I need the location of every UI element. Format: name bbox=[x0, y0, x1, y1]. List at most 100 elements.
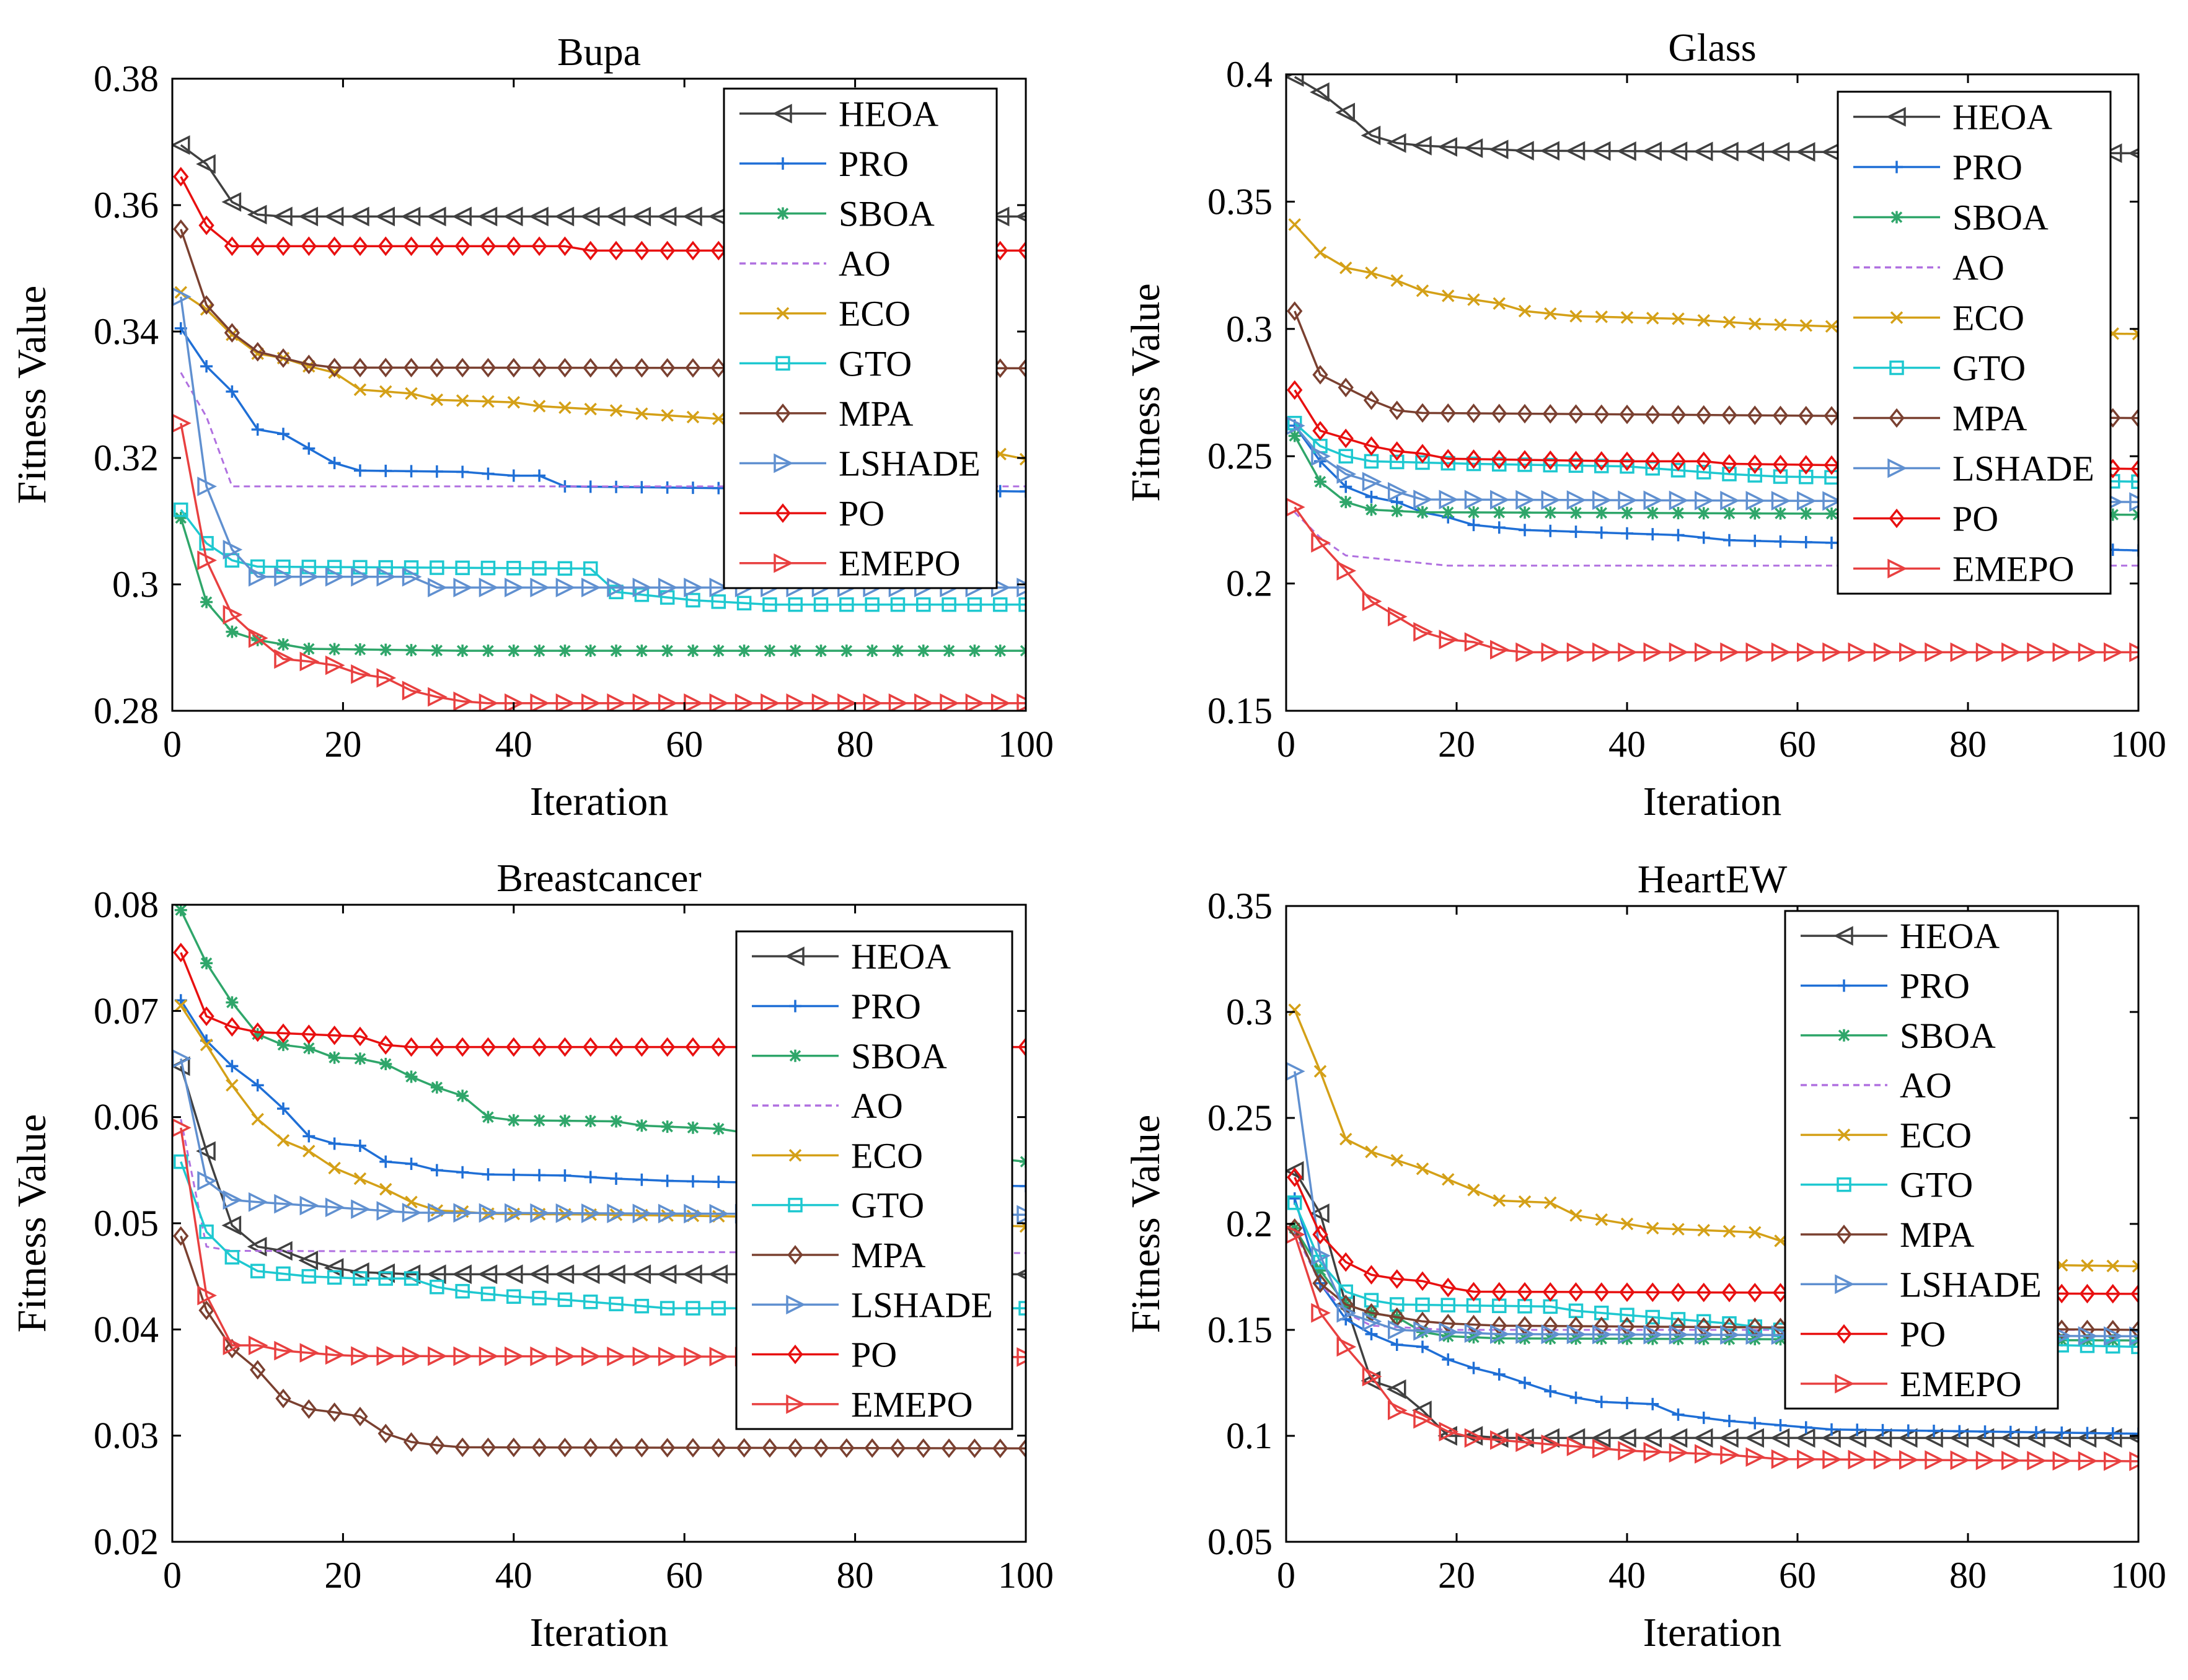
series-marker-emepo bbox=[1541, 1434, 1561, 1454]
series-marker-heoa bbox=[1590, 1428, 1611, 1448]
series-marker-mpa bbox=[864, 1438, 880, 1458]
legend-label: EMEPO bbox=[839, 543, 961, 584]
series-marker-emepo bbox=[1643, 1441, 1664, 1462]
series-marker-emepo bbox=[325, 655, 345, 675]
x-tick-label: 60 bbox=[1779, 724, 1816, 765]
series-marker-pro bbox=[1519, 524, 1531, 537]
series-marker-sboa bbox=[712, 1122, 725, 1135]
series-line-po bbox=[1294, 1177, 2138, 1295]
legend-marker-po bbox=[775, 503, 791, 523]
series-marker-eco bbox=[1569, 310, 1582, 323]
series-marker-lshade bbox=[1413, 1321, 1433, 1341]
series-marker-sboa bbox=[302, 643, 315, 656]
series-marker-eco bbox=[1339, 1132, 1352, 1146]
series-marker-emepo bbox=[1950, 642, 1970, 662]
series-marker-sboa bbox=[814, 644, 827, 657]
series-marker-lshade bbox=[2129, 1326, 2138, 1347]
series-marker-emepo bbox=[197, 550, 217, 571]
series-marker-heoa bbox=[1770, 142, 1790, 162]
series-marker-mpa bbox=[1312, 364, 1328, 385]
series-marker-po bbox=[224, 236, 240, 257]
series-marker-lshade bbox=[1515, 1324, 1535, 1344]
series-marker-gto bbox=[506, 1289, 521, 1304]
series-marker-heoa bbox=[606, 1264, 625, 1285]
series-marker-pro bbox=[1774, 1418, 1787, 1432]
series-marker-emepo bbox=[1950, 1450, 1970, 1471]
legend-marker-po bbox=[1889, 508, 1905, 529]
series-marker-po bbox=[1312, 421, 1328, 441]
series-marker-sboa bbox=[2106, 508, 2119, 521]
series-marker-pro bbox=[1544, 524, 1557, 537]
legend-label: AO bbox=[1900, 1065, 1952, 1106]
legend-marker-mpa bbox=[787, 1245, 803, 1265]
series-marker-pro bbox=[430, 1164, 443, 1177]
series-marker-po bbox=[301, 1024, 317, 1044]
series-marker-eco bbox=[1493, 1194, 1506, 1207]
series-marker-gto bbox=[711, 594, 726, 609]
series-marker-eco bbox=[1288, 1003, 1301, 1016]
legend-label: ECO bbox=[1952, 298, 2024, 338]
series-marker-mpa bbox=[685, 358, 701, 378]
series-marker-po bbox=[250, 1022, 266, 1042]
series-marker-mpa bbox=[454, 358, 470, 378]
series-marker-mpa bbox=[250, 1360, 266, 1380]
series-marker-heoa bbox=[273, 206, 293, 227]
series-marker-mpa bbox=[531, 1437, 547, 1458]
series-marker-lshade bbox=[581, 1203, 601, 1223]
y-tick-label: 0.1 bbox=[1226, 1415, 1273, 1456]
series-marker-emepo bbox=[1592, 642, 1612, 662]
series-marker-po bbox=[710, 240, 726, 261]
series-marker-lshade bbox=[1745, 1325, 1766, 1345]
legend-label: LSHADE bbox=[851, 1285, 993, 1325]
legend-label: EMEPO bbox=[851, 1384, 973, 1425]
series-marker-po bbox=[608, 1037, 624, 1057]
series-marker-lshade bbox=[1618, 1324, 1638, 1345]
series-marker-eco bbox=[558, 401, 571, 414]
series-marker-pro bbox=[1493, 1368, 1506, 1381]
series-marker-eco bbox=[686, 410, 700, 424]
series-marker-pro bbox=[1467, 1361, 1480, 1374]
series-marker-po bbox=[1363, 1265, 1380, 1285]
series-marker-heoa bbox=[400, 206, 421, 227]
series-marker-pro bbox=[1646, 528, 1659, 541]
series-marker-eco bbox=[1825, 320, 1838, 333]
series-marker-emepo bbox=[223, 1335, 243, 1355]
series-marker-sboa bbox=[686, 644, 699, 657]
series-marker-pro bbox=[635, 1173, 648, 1186]
series-marker-mpa bbox=[787, 1438, 803, 1458]
series-marker-emepo bbox=[1464, 632, 1484, 652]
series-marker-pro bbox=[1020, 1180, 1026, 1193]
series-marker-eco bbox=[379, 385, 392, 398]
series-marker-eco bbox=[532, 400, 546, 413]
series-marker-emepo bbox=[837, 693, 857, 711]
series-marker-po bbox=[531, 1037, 547, 1057]
series-marker-eco bbox=[1544, 307, 1557, 320]
series-marker-po bbox=[1670, 451, 1687, 472]
legend-label: EMEPO bbox=[1900, 1364, 2022, 1404]
series-marker-lshade bbox=[1566, 490, 1587, 510]
series-marker-eco bbox=[1442, 1172, 1455, 1186]
y-tick-label: 0.3 bbox=[1226, 309, 1273, 350]
legend-label: MPA bbox=[839, 394, 914, 434]
y-tick-label: 0.25 bbox=[1207, 1097, 1273, 1138]
series-marker-mpa bbox=[941, 1438, 957, 1458]
series-marker-pro bbox=[251, 1079, 264, 1092]
series-marker-pro bbox=[328, 457, 341, 470]
legend: HEOA PRO SBOA AO ECO GTO MPA LSHADE PO EMEPO bbox=[1837, 90, 2112, 595]
legend-marker-eco bbox=[788, 1149, 802, 1162]
series-marker-po bbox=[1491, 449, 1507, 470]
series-marker-pro bbox=[1646, 1397, 1659, 1410]
series-marker-emepo bbox=[453, 691, 474, 711]
series-marker-gto bbox=[430, 1280, 444, 1295]
series-marker-sboa bbox=[686, 1121, 699, 1134]
series-marker-pro bbox=[1825, 1423, 1838, 1436]
series-marker-po bbox=[1414, 444, 1431, 464]
series-marker-heoa bbox=[196, 154, 216, 174]
series-marker-po bbox=[1363, 436, 1380, 456]
series-line-gto bbox=[180, 509, 1026, 606]
series-marker-lshade bbox=[1720, 1325, 1740, 1345]
series-marker-po bbox=[250, 236, 266, 257]
chart-panel-3: HeartEW 0 20 40 60 80 100 0.05 0.1 0.15 0.2 0.25 0.3… bbox=[1123, 857, 2166, 1655]
series-marker-pro bbox=[2030, 1426, 2042, 1439]
legend-label: GTO bbox=[839, 343, 912, 384]
